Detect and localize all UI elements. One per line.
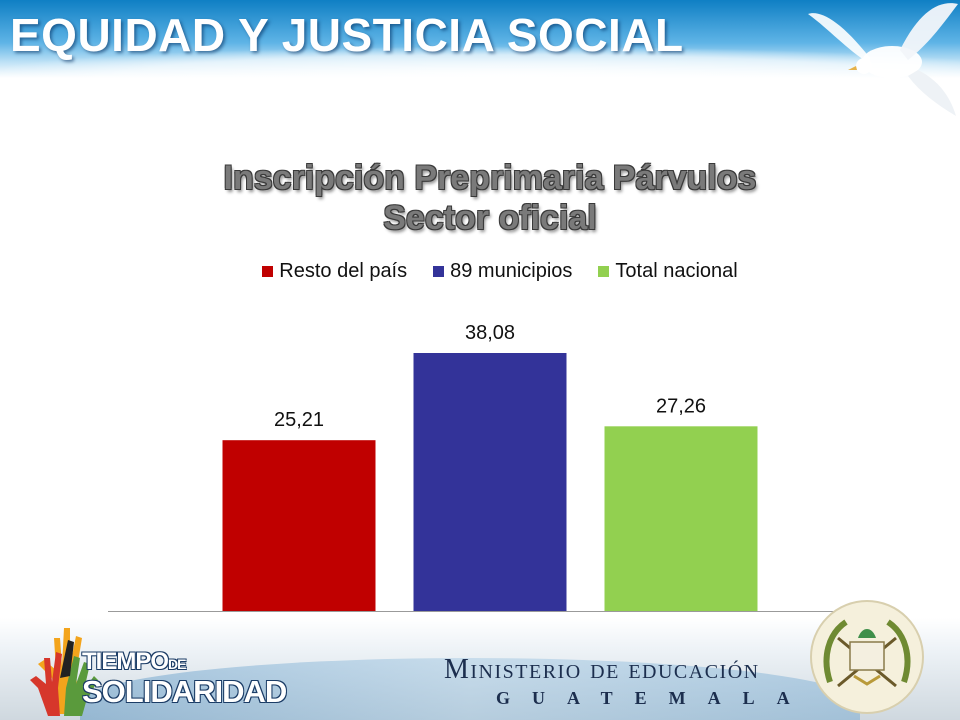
legend-item-resto: Resto del país bbox=[262, 260, 407, 283]
chart-title-line1: Inscripción Preprimaria Párvulos bbox=[223, 159, 757, 197]
legend-label-89-municipios: 89 municipios bbox=[450, 259, 573, 282]
page-title: EQUIDAD Y JUSTICIA SOCIAL bbox=[10, 9, 684, 61]
dove-icon bbox=[808, 3, 958, 116]
chart-title-line2: Sector oficial bbox=[383, 199, 597, 237]
data-label-3: 27,26 bbox=[656, 395, 706, 417]
country-name: GUATEMALA bbox=[496, 688, 812, 708]
chart-legend: Resto del país 89 municipios Total nacio… bbox=[200, 257, 800, 285]
coat-of-arms-icon bbox=[810, 600, 924, 714]
brand-de: DE bbox=[168, 656, 186, 672]
bar-3 bbox=[604, 426, 758, 611]
legend-label-total-nacional: Total nacional bbox=[615, 259, 738, 282]
bar-2 bbox=[413, 353, 567, 611]
header-banner: EQUIDAD Y JUSTICIA SOCIAL bbox=[0, 0, 960, 78]
data-label-2: 38,08 bbox=[465, 322, 515, 344]
legend-label-resto: Resto del país bbox=[279, 259, 408, 282]
legend-item-total-nacional: Total nacional bbox=[598, 259, 738, 283]
chart-title: Inscripción Preprimaria Párvulos Sector … bbox=[140, 158, 840, 238]
data-label-1: 25,21 bbox=[274, 409, 324, 431]
brand-line2: SOLIDARIDAD bbox=[82, 674, 287, 709]
legend-swatch-total-nacional bbox=[598, 265, 610, 277]
brand-line1: TIEMPO bbox=[82, 648, 169, 675]
ministry-name: Ministerio de educación bbox=[444, 654, 760, 685]
hands-icon bbox=[30, 628, 98, 716]
footer-band bbox=[0, 618, 960, 720]
tiempo-de-solidaridad-logo: TIEMPODE SOLIDARIDAD bbox=[82, 648, 287, 709]
legend-swatch-89-municipios bbox=[433, 265, 445, 277]
legend-item-89-municipios: 89 municipios bbox=[433, 260, 572, 283]
legend-swatch-resto bbox=[262, 265, 274, 277]
bar-1 bbox=[222, 440, 376, 611]
